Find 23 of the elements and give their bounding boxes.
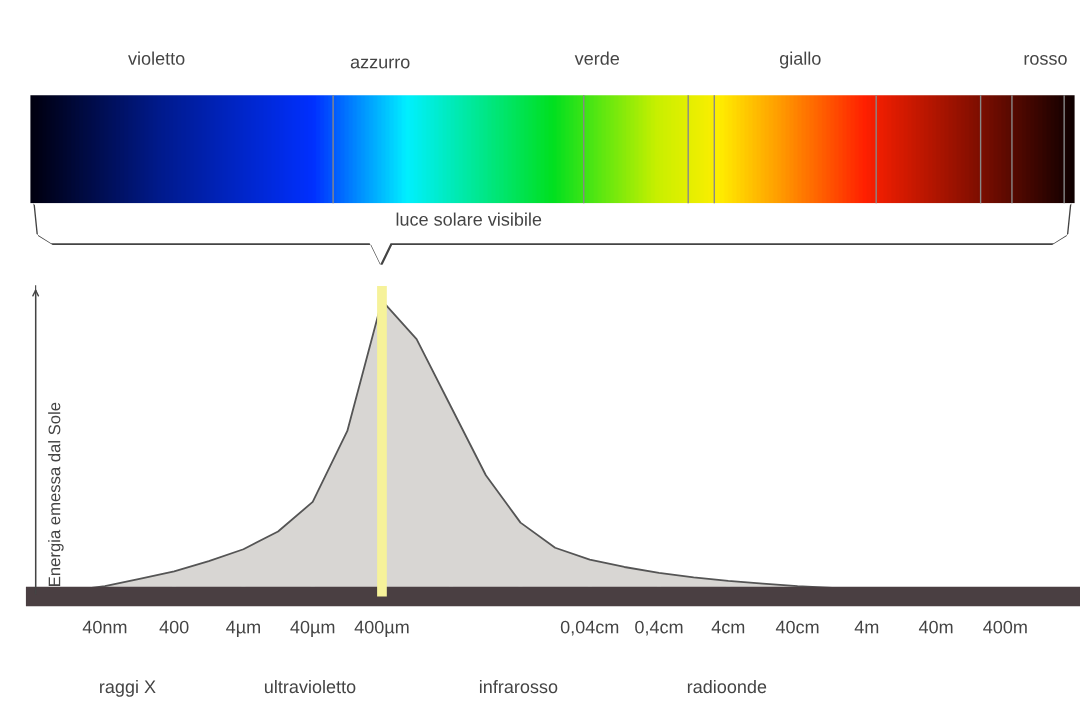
x-tick-label: 400m xyxy=(983,620,1027,634)
text: raggi X xyxy=(100,679,156,697)
text: violetto xyxy=(128,51,185,65)
text: radioonde xyxy=(687,679,767,694)
x-tick-label: 40nm xyxy=(82,620,127,634)
x-tick-label: 4m xyxy=(854,620,879,634)
y-axis-title: Energia emessa dal Sole xyxy=(48,402,64,586)
text: giallo xyxy=(779,51,821,69)
text: azzurro xyxy=(350,58,410,69)
x-tick-label: 4µm xyxy=(226,620,260,638)
x-tick-label: 0,4cm xyxy=(635,620,683,636)
x-tick-label: 4cm xyxy=(711,620,745,634)
text: infrarosso xyxy=(479,679,558,694)
x-tick-label: 400µm xyxy=(354,620,409,638)
text: verde xyxy=(574,51,620,65)
x-tick-label: 0,04cm xyxy=(560,620,619,636)
text: luce solare visibile xyxy=(396,212,542,226)
x-tick-label: 40µm xyxy=(290,620,335,638)
x-tick-label: 400 xyxy=(159,620,189,634)
x-tick-label: 40cm xyxy=(775,620,819,634)
text: ultravioletto xyxy=(264,679,356,694)
x-tick-label: 40m xyxy=(918,620,953,634)
text: rosso xyxy=(1024,54,1067,65)
